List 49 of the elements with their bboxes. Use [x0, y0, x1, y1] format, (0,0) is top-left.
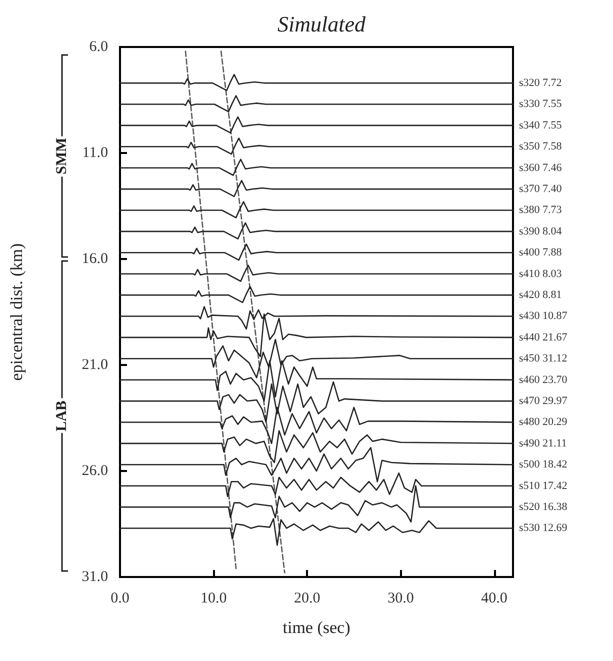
series-label: s510 17.42: [519, 480, 568, 492]
x-tick-label: 10.0: [200, 590, 227, 606]
series-label: s380 7.73: [519, 204, 562, 216]
x-tick-label: 40.0: [481, 590, 508, 606]
line-series: [119, 201, 514, 218]
line-series: [119, 158, 514, 176]
series-label: s500 18.42: [519, 458, 568, 471]
series-label: s330 7.55: [519, 98, 562, 110]
series-label: s370 7.40: [519, 183, 562, 196]
y-tick-label: 31.0: [82, 569, 108, 585]
line-series: [119, 264, 514, 282]
series-label: s410 8.03: [519, 268, 562, 280]
series-label: s320 7.72: [519, 77, 562, 90]
series-label: s520 16.38: [519, 501, 568, 514]
series-label: s470 29.97: [519, 395, 568, 408]
series-label: s350 7.58: [519, 140, 562, 153]
y-tick-label: 16.0: [82, 251, 108, 267]
series-label: s360 7.46: [519, 162, 562, 174]
y-tick-label: 11.0: [82, 145, 108, 161]
line-series: [119, 138, 514, 155]
x-tick-label: 20.0: [294, 590, 320, 606]
line-series: [119, 116, 514, 134]
series-label: s430 10.87: [519, 310, 568, 322]
line-series: [119, 286, 514, 304]
series-label: s440 21.67: [519, 331, 568, 344]
series-label: s340 7.55: [519, 119, 562, 132]
line-series: [119, 244, 514, 261]
y-axis-title: epicentral dist. (km): [7, 243, 26, 381]
line-series: [119, 74, 514, 92]
chart-title: Simulated: [278, 12, 366, 36]
series-label: s480 20.29: [519, 416, 568, 428]
series-label: s400 7.88: [519, 246, 562, 259]
series-label: s460 23.70: [519, 374, 568, 386]
y-tick-label: 26.0: [82, 463, 108, 479]
x-axis-title: time (sec): [282, 618, 350, 637]
line-series: [119, 95, 514, 112]
series-label: s390 8.04: [519, 225, 562, 238]
y-tick-label: 6.0: [89, 39, 108, 55]
line-series: [119, 222, 514, 240]
series-label: s490 21.11: [519, 437, 567, 450]
series-label: s420 8.81: [519, 289, 562, 302]
series-label: s530 12.69: [519, 522, 568, 534]
line-series: [119, 447, 514, 482]
line-series: [119, 180, 514, 198]
x-tick-label: 30.0: [388, 590, 414, 606]
line-series: [119, 430, 514, 464]
x-tick-label: 0.0: [110, 590, 130, 606]
y-tick-label: 21.0: [82, 357, 108, 373]
series-label: s450 31.12: [519, 352, 568, 365]
